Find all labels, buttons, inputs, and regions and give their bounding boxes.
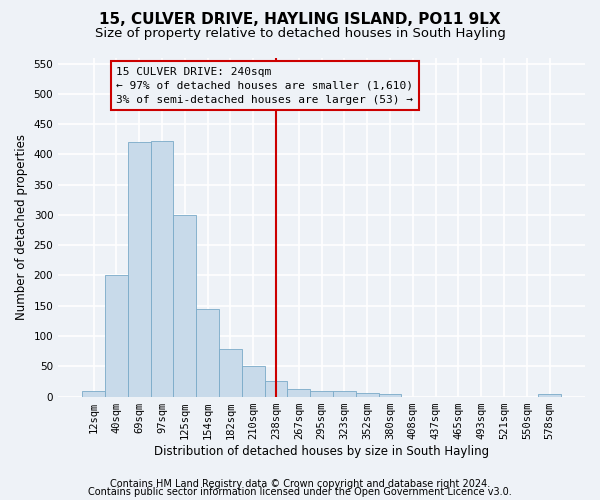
Bar	[287, 388, 310, 396]
Bar	[105, 276, 128, 396]
Text: 15 CULVER DRIVE: 240sqm
← 97% of detached houses are smaller (1,610)
3% of semi-: 15 CULVER DRIVE: 240sqm ← 97% of detache…	[116, 66, 413, 104]
Bar	[265, 382, 287, 396]
Text: Contains HM Land Registry data © Crown copyright and database right 2024.: Contains HM Land Registry data © Crown c…	[110, 479, 490, 489]
Bar	[173, 215, 196, 396]
Y-axis label: Number of detached properties: Number of detached properties	[15, 134, 28, 320]
Bar	[356, 393, 379, 396]
Text: Contains public sector information licensed under the Open Government Licence v3: Contains public sector information licen…	[88, 487, 512, 497]
Bar	[242, 366, 265, 396]
Bar	[333, 390, 356, 396]
Bar	[310, 390, 333, 396]
Bar	[128, 142, 151, 396]
Text: 15, CULVER DRIVE, HAYLING ISLAND, PO11 9LX: 15, CULVER DRIVE, HAYLING ISLAND, PO11 9…	[99, 12, 501, 28]
Bar	[538, 394, 561, 396]
Bar	[151, 141, 173, 397]
Bar	[379, 394, 401, 396]
Bar	[82, 390, 105, 396]
Text: Size of property relative to detached houses in South Hayling: Size of property relative to detached ho…	[95, 28, 505, 40]
X-axis label: Distribution of detached houses by size in South Hayling: Distribution of detached houses by size …	[154, 444, 489, 458]
Bar	[219, 350, 242, 397]
Bar	[196, 309, 219, 396]
